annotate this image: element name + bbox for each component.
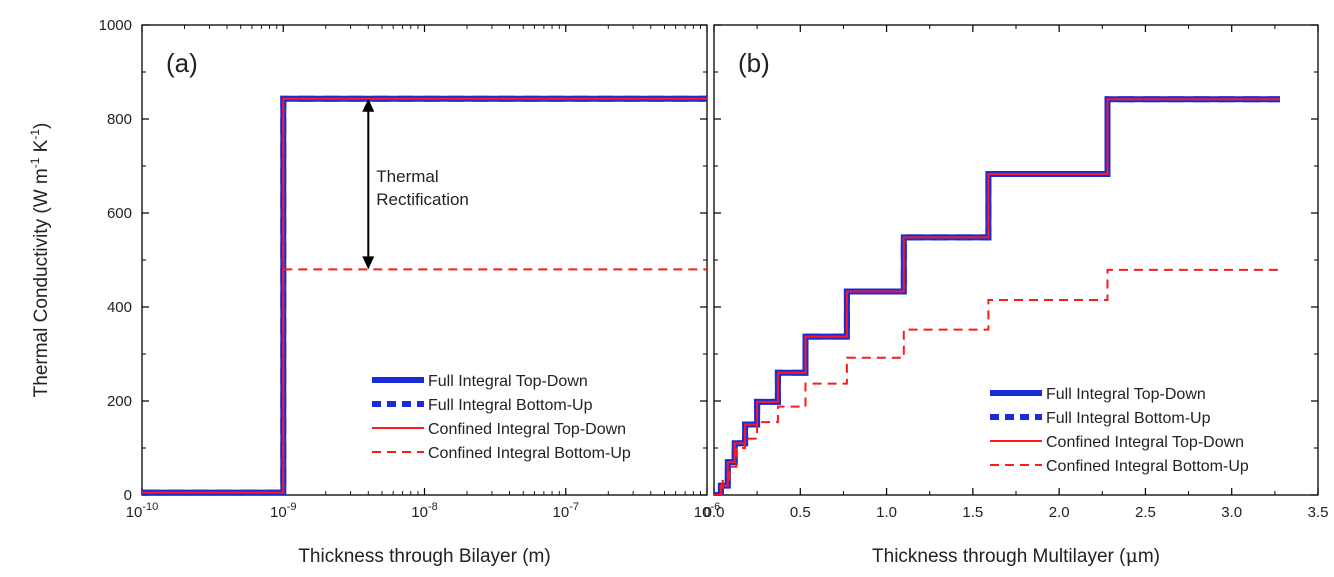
legend-label: Full Integral Top-Down <box>428 373 588 390</box>
y-axis-label-c: ) <box>31 123 52 129</box>
panel-b: 0.0 0.5 1.0 1.5 2.0 2.5 3.0 3.5 Thickness throug… <box>704 24 1329 567</box>
arrow-head-up <box>362 98 375 112</box>
x-axis-label: Thickness through Multilayer (μm) <box>872 545 1160 567</box>
x-axis-label: Thickness through Bilayer (m) <box>298 546 550 567</box>
x-tick-exponent: -7 <box>569 501 579 513</box>
x-tick-exponent: -9 <box>287 501 297 513</box>
legend-label: Full Integral Bottom-Up <box>428 397 593 414</box>
y-axis-label-sup1: -1 <box>28 157 42 168</box>
legend-label: Confined Integral Top-Down <box>428 421 626 438</box>
x-axis-label-pre: Thickness through Multilayer ( <box>872 546 1126 567</box>
series-line <box>142 97 707 494</box>
y-tick-label: 0 <box>124 487 132 504</box>
legend-label: Full Integral Bottom-Up <box>1046 410 1211 427</box>
panel-label: (b) <box>738 48 770 78</box>
x-tick-base: 10 <box>411 504 428 521</box>
y-axis-label-a: Thermal Conductivity (W m <box>31 168 52 397</box>
x-axis-label-mu: μ <box>1125 545 1137 567</box>
x-tick-label: 1.5 <box>962 504 983 521</box>
legend-label: Confined Integral Top-Down <box>1046 434 1244 451</box>
x-tick-label: 10-10 <box>126 501 159 521</box>
x-tick-base: 10 <box>270 504 287 521</box>
y-tick-label: 800 <box>107 111 132 128</box>
legend-label: Confined Integral Bottom-Up <box>1046 458 1249 475</box>
x-tick-label: 10-9 <box>270 501 296 521</box>
y-tick-label: 400 <box>107 299 132 316</box>
x-tick-label: 10-8 <box>411 501 437 521</box>
y-axis-label: Thermal Conductivity (W m-1 K-1) <box>28 123 52 398</box>
x-tick-base: 10 <box>553 504 570 521</box>
panel-label: (a) <box>166 48 198 78</box>
legend-label: Full Integral Top-Down <box>1046 386 1206 403</box>
annotation-line1: Thermal <box>376 167 438 186</box>
legend: Full Integral Top-Down Full Integral Bott… <box>372 373 631 462</box>
x-tick-label: 10-6 <box>694 501 720 521</box>
plot-frame <box>713 24 1319 496</box>
x-tick-base: 10 <box>126 504 143 521</box>
x-tick-base: 10 <box>694 504 711 521</box>
x-tick-exponent: -8 <box>428 501 438 513</box>
x-tick-exponent: -6 <box>710 501 720 513</box>
y-tick-label: 200 <box>107 393 132 410</box>
legend: Full Integral Top-Down Full Integral Bott… <box>990 386 1249 475</box>
arrow-head-down <box>362 256 375 270</box>
y-tick-label: 1000 <box>99 17 132 34</box>
y-axis-label-sup2: -1 <box>28 129 42 140</box>
x-tick-label: 0.0 <box>704 504 725 521</box>
y-axis-label-b: K <box>31 139 52 157</box>
x-tick-label: 2.0 <box>1049 504 1070 521</box>
x-tick-exponent: -10 <box>142 501 158 513</box>
x-tick-label: 0.5 <box>790 504 811 521</box>
x-tick-label: 1.0 <box>876 504 897 521</box>
series-line <box>714 98 1280 495</box>
x-tick-label: 10-7 <box>553 501 579 521</box>
annotation-line2: Rectification <box>376 190 469 209</box>
legend-label: Confined Integral Bottom-Up <box>428 445 631 462</box>
x-axis-label-post: m) <box>1138 546 1160 567</box>
x-tick-label: 3.5 <box>1308 504 1329 521</box>
x-tick-label: 2.5 <box>1135 504 1156 521</box>
x-tick-label: 3.0 <box>1221 504 1242 521</box>
y-tick-label: 600 <box>107 205 132 222</box>
